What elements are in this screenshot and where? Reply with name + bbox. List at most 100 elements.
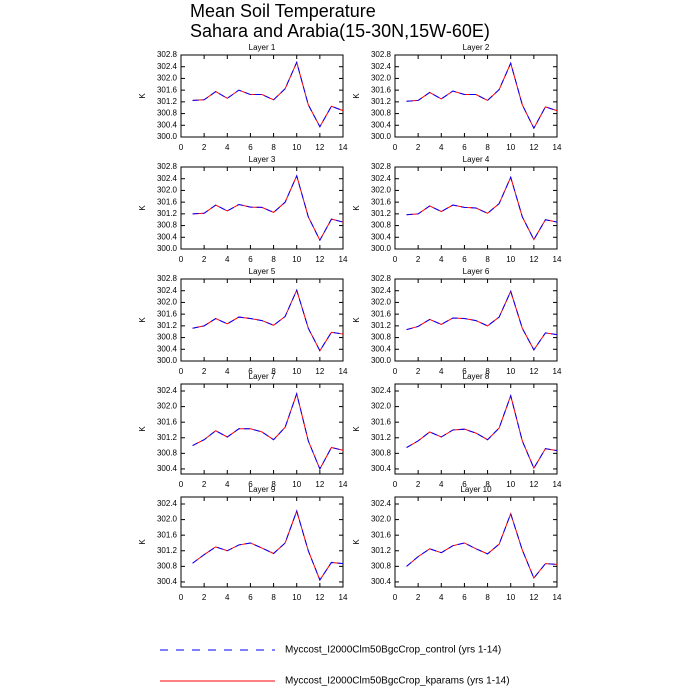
y-axis-label: K bbox=[352, 317, 361, 323]
y-tick-label: 301.6 bbox=[371, 309, 392, 318]
y-tick-label: 301.2 bbox=[157, 433, 178, 442]
y-tick-label: 301.2 bbox=[371, 546, 392, 555]
series-line bbox=[406, 61, 558, 130]
x-tick-label: 4 bbox=[225, 480, 230, 489]
legend-label: Myccost_I2000Clm50BgcCrop_kparams (yrs 1… bbox=[285, 676, 510, 687]
y-tick-label: 302.0 bbox=[371, 402, 392, 411]
series-line bbox=[192, 288, 344, 352]
y-tick-label: 300.0 bbox=[157, 244, 178, 253]
y-tick-label: 300.8 bbox=[157, 333, 178, 342]
y-tick-label: 300.8 bbox=[157, 561, 178, 570]
y-tick-label: 302.0 bbox=[157, 74, 178, 83]
y-tick-label: 302.4 bbox=[371, 62, 392, 71]
y-tick-label: 302.4 bbox=[157, 499, 178, 508]
legend-label: Myccost_I2000Clm50BgcCrop_control (yrs 1… bbox=[285, 645, 501, 656]
x-tick-label: 14 bbox=[339, 593, 348, 602]
y-tick-label: 302.4 bbox=[157, 386, 178, 395]
x-tick-label: 8 bbox=[485, 255, 490, 264]
y-tick-label: 302.8 bbox=[157, 274, 178, 283]
plot-frame bbox=[180, 496, 344, 588]
x-tick-label: 4 bbox=[225, 143, 230, 152]
series-line bbox=[192, 509, 344, 582]
y-tick-label: 302.4 bbox=[157, 174, 178, 183]
y-tick-label: 300.4 bbox=[371, 577, 392, 586]
x-tick-label: 12 bbox=[315, 593, 324, 602]
panel-title: Layer 10 bbox=[460, 485, 492, 494]
y-axis-label: K bbox=[138, 93, 147, 99]
plot-frame bbox=[180, 278, 344, 362]
series-line bbox=[192, 174, 344, 242]
x-tick-label: 14 bbox=[339, 143, 348, 152]
x-tick-label: 0 bbox=[393, 593, 398, 602]
series-line bbox=[406, 512, 558, 580]
y-tick-label: 302.8 bbox=[371, 50, 392, 59]
panel-title: Layer 1 bbox=[249, 43, 276, 52]
y-tick-label: 302.4 bbox=[157, 62, 178, 71]
y-tick-label: 301.6 bbox=[157, 197, 178, 206]
x-tick-label: 2 bbox=[202, 480, 207, 489]
panel-title: Layer 5 bbox=[249, 267, 276, 276]
y-tick-label: 301.6 bbox=[157, 417, 178, 426]
x-tick-label: 12 bbox=[529, 367, 538, 376]
series-line bbox=[406, 393, 558, 470]
y-tick-label: 301.2 bbox=[371, 321, 392, 330]
y-tick-label: 302.0 bbox=[371, 298, 392, 307]
y-tick-label: 301.2 bbox=[157, 546, 178, 555]
series-line bbox=[192, 288, 344, 352]
y-tick-label: 300.4 bbox=[157, 344, 178, 353]
y-tick-label: 300.8 bbox=[371, 109, 392, 118]
y-tick-label: 302.0 bbox=[157, 298, 178, 307]
series-line bbox=[406, 175, 558, 241]
y-tick-label: 301.6 bbox=[371, 197, 392, 206]
y-tick-label: 300.0 bbox=[371, 356, 392, 365]
y-axis-label: K bbox=[138, 205, 147, 211]
series-line bbox=[192, 391, 344, 471]
y-tick-label: 301.2 bbox=[371, 433, 392, 442]
x-tick-label: 6 bbox=[462, 480, 467, 489]
y-tick-label: 300.0 bbox=[157, 356, 178, 365]
x-tick-label: 4 bbox=[439, 255, 444, 264]
x-tick-label: 0 bbox=[393, 480, 398, 489]
y-tick-label: 300.4 bbox=[371, 120, 392, 129]
x-tick-label: 14 bbox=[553, 367, 562, 376]
y-tick-label: 300.8 bbox=[371, 561, 392, 570]
y-tick-label: 302.4 bbox=[371, 499, 392, 508]
figure-subtitle: Sahara and Arabia(15-30N,15W-60E) bbox=[190, 21, 490, 41]
x-tick-label: 10 bbox=[292, 367, 301, 376]
y-tick-label: 300.4 bbox=[157, 464, 178, 473]
panel-title: Layer 2 bbox=[463, 43, 490, 52]
panel-title: Layer 4 bbox=[463, 155, 490, 164]
y-tick-label: 301.6 bbox=[371, 530, 392, 539]
y-tick-label: 301.6 bbox=[157, 85, 178, 94]
x-tick-label: 6 bbox=[462, 143, 467, 152]
plot-frame bbox=[180, 54, 344, 138]
x-tick-label: 4 bbox=[439, 593, 444, 602]
y-tick-label: 301.6 bbox=[157, 309, 178, 318]
x-tick-label: 10 bbox=[506, 143, 515, 152]
x-tick-label: 10 bbox=[292, 480, 301, 489]
y-tick-label: 300.0 bbox=[371, 244, 392, 253]
y-tick-label: 300.8 bbox=[371, 448, 392, 457]
y-tick-label: 302.4 bbox=[371, 174, 392, 183]
y-tick-label: 300.8 bbox=[157, 109, 178, 118]
y-tick-label: 300.0 bbox=[157, 132, 178, 141]
x-tick-label: 10 bbox=[292, 593, 301, 602]
x-tick-label: 6 bbox=[462, 367, 467, 376]
y-tick-label: 300.8 bbox=[371, 221, 392, 230]
x-tick-label: 8 bbox=[271, 255, 276, 264]
x-tick-label: 4 bbox=[439, 367, 444, 376]
y-tick-label: 302.0 bbox=[157, 515, 178, 524]
x-tick-label: 0 bbox=[179, 143, 184, 152]
x-tick-label: 6 bbox=[462, 593, 467, 602]
y-tick-label: 302.0 bbox=[157, 402, 178, 411]
x-tick-label: 12 bbox=[315, 367, 324, 376]
y-tick-label: 302.8 bbox=[157, 50, 178, 59]
y-tick-label: 300.4 bbox=[157, 577, 178, 586]
x-tick-label: 0 bbox=[179, 480, 184, 489]
y-tick-label: 302.4 bbox=[157, 286, 178, 295]
x-tick-label: 6 bbox=[248, 367, 253, 376]
x-tick-label: 0 bbox=[393, 143, 398, 152]
x-tick-label: 8 bbox=[271, 480, 276, 489]
x-tick-label: 0 bbox=[179, 593, 184, 602]
plot-frame bbox=[180, 383, 344, 475]
